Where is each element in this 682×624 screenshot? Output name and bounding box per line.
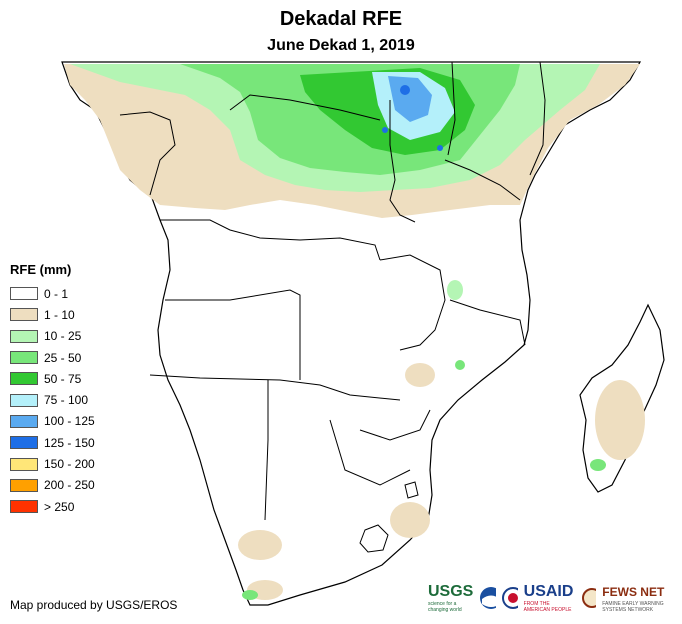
- legend-swatch: [10, 372, 38, 386]
- rain-spot-125-150: [437, 145, 443, 151]
- map-title: Dekadal RFE: [279, 8, 403, 30]
- rain-spot-125-150: [400, 85, 410, 95]
- usaid-logo-text: USAID: [523, 583, 574, 600]
- legend-item: 50 - 75: [10, 368, 95, 389]
- rain-patch-1-10: [390, 502, 430, 538]
- legend-swatch: [10, 287, 38, 301]
- legend-swatch: [10, 457, 38, 471]
- legend-item: 25 - 50: [10, 347, 95, 368]
- legend-item: 150 - 200: [10, 453, 95, 474]
- legend-label: > 250: [44, 499, 75, 514]
- legend-item: 10 - 25: [10, 326, 95, 347]
- legend-label: 125 - 150: [44, 435, 95, 450]
- rain-patch-1-10: [405, 363, 435, 387]
- legend-label: 1 - 10: [44, 307, 75, 322]
- legend-swatch: [10, 436, 38, 450]
- legend-item: 0 - 1: [10, 283, 95, 304]
- eswatini-border: [404, 481, 419, 499]
- rain-band-100-125: [388, 76, 432, 122]
- rain-spot-125-150: [382, 127, 388, 133]
- rain-patch-1-10: [238, 530, 282, 560]
- usgs-logo-text: USGS: [428, 583, 474, 600]
- logo-strip: USGS science for a changing world USAID …: [428, 583, 682, 613]
- usaid-tagline: FROM THE AMERICAN PEOPLE: [523, 601, 572, 613]
- legend-label: 75 - 100: [44, 393, 89, 408]
- lesotho-border: [359, 524, 389, 553]
- legend-item: 75 - 100: [10, 389, 95, 410]
- country-borders: [119, 61, 546, 521]
- rain-patch-1-10: [595, 380, 645, 460]
- rain-patch-10-25: [590, 459, 606, 471]
- legend-item: 125 - 150: [10, 432, 95, 453]
- legend-label: 25 - 50: [44, 350, 82, 365]
- fews-net-logo-text: FEWS NET: [602, 585, 665, 599]
- legend-swatch: [10, 500, 38, 514]
- legend-swatch: [10, 393, 38, 407]
- legend-label: 150 - 200: [44, 457, 95, 472]
- usaid-seal-icon: [502, 587, 518, 609]
- legend-label: 50 - 75: [44, 371, 82, 386]
- legend-item: > 250: [10, 496, 95, 517]
- rain-patch-10-25: [455, 360, 465, 370]
- legend-label: 100 - 125: [44, 414, 95, 429]
- legend-swatch: [10, 478, 38, 492]
- map-subtitle: June Dekad 1, 2019: [267, 37, 415, 54]
- legend-swatch: [10, 414, 38, 428]
- map-legend: RFE (mm) 0 - 1 1 - 10 10 - 25 25 - 50 50…: [10, 262, 95, 517]
- map-credit: Map produced by USGS/EROS: [10, 598, 178, 612]
- usgs-logo: USGS science for a changing world: [428, 583, 473, 613]
- rain-patch-10-25: [242, 590, 258, 600]
- legend-label: 200 - 250: [44, 478, 95, 493]
- legend-swatch: [10, 351, 38, 365]
- legend-item: 100 - 125: [10, 411, 95, 432]
- legend-swatch: [10, 329, 38, 343]
- usaid-logo: USAID FROM THE AMERICAN PEOPLE: [524, 583, 577, 613]
- fews-net-logo: FEWS NET FAMINE EARLY WARNING SYSTEMS NE…: [602, 583, 682, 613]
- rain-patch-1-10: [447, 280, 463, 300]
- legend-swatch: [10, 308, 38, 322]
- usgs-tagline: science for a changing world: [428, 601, 462, 613]
- legend-label: 10 - 25: [44, 329, 82, 344]
- fews-net-globe-icon: [582, 588, 597, 608]
- legend-title: RFE (mm): [10, 262, 72, 277]
- legend-item: 1 - 10: [10, 304, 95, 325]
- legend-item: 200 - 250: [10, 475, 95, 496]
- noaa-logo-icon: [480, 587, 497, 609]
- legend-label: 0 - 1: [44, 286, 69, 301]
- fews-net-tagline: FAMINE EARLY WARNING SYSTEMS NETWORK: [602, 601, 664, 613]
